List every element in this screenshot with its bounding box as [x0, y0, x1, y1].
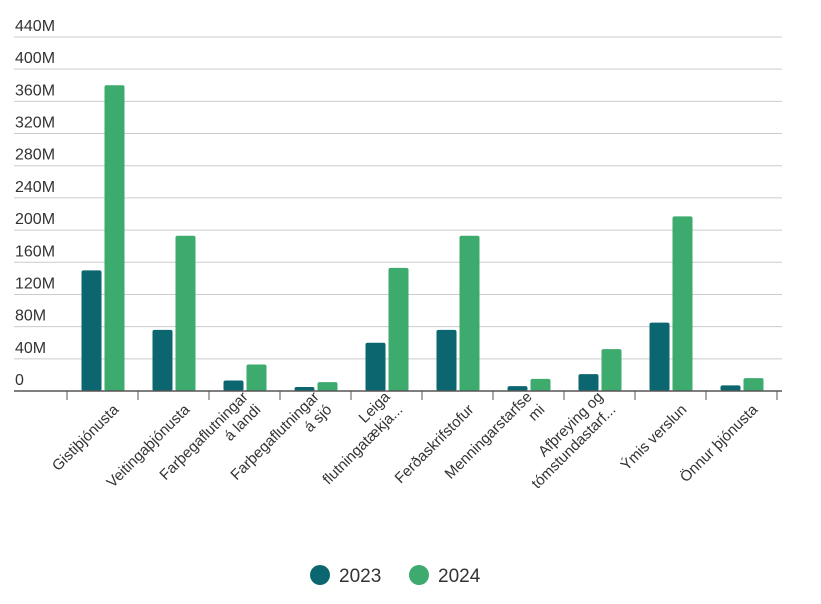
bar-2023-5[interactable] [436, 329, 457, 391]
bar-2024-8[interactable] [672, 216, 693, 391]
bar-2023-9[interactable] [720, 385, 741, 391]
bar-2024-7[interactable] [601, 349, 622, 391]
legend-swatch-2023 [310, 565, 330, 585]
bar-2023-8[interactable] [649, 322, 670, 391]
y-tick-label: 360M [15, 82, 55, 99]
x-tick-label: Ýmis verslun [618, 401, 691, 474]
legend-swatch-2024 [409, 565, 429, 585]
bars [81, 85, 764, 391]
y-tick-label: 240M [15, 179, 55, 196]
y-tick-label: 160M [15, 243, 55, 260]
bar-2023-4[interactable] [365, 342, 386, 391]
bar-2024-1[interactable] [175, 235, 196, 391]
bar-2023-2[interactable] [223, 380, 244, 391]
y-tick-label: 320M [15, 115, 55, 132]
legend-label-2023: 2023 [339, 566, 381, 587]
x-tick-label-line: Menningarstarfse [442, 389, 536, 483]
legend: 2023 2024 [310, 565, 481, 587]
y-tick-label: 280M [15, 147, 55, 164]
bar-2023-3[interactable] [294, 386, 315, 391]
y-tick-label: 440M [15, 18, 55, 35]
bar-2024-5[interactable] [459, 235, 480, 391]
bar-2024-6[interactable] [530, 378, 551, 391]
y-tick-label: 120M [15, 275, 55, 292]
x-tick-label: Gistiþjónusta [49, 401, 123, 475]
bar-2024-3[interactable] [317, 382, 338, 391]
y-tick-label: 0 [15, 372, 24, 389]
bar-2024-9[interactable] [743, 378, 764, 391]
y-tick-label: 400M [15, 50, 55, 67]
y-tick-label: 200M [15, 211, 55, 228]
x-axis [14, 390, 782, 400]
y-axis-ticks: 0 40M 80M 120M 160M 200M 240M 280M 320M 360M 400M 4… [15, 18, 55, 389]
x-tick-label-line: Ýmis verslun [618, 401, 691, 474]
y-tick-label: 80M [15, 308, 46, 325]
bar-2024-0[interactable] [104, 85, 125, 391]
legend-item-2023[interactable]: 2023 [310, 565, 381, 587]
bar-2024-2[interactable] [246, 364, 267, 391]
bar-2024-4[interactable] [388, 267, 409, 391]
bar-2023-0[interactable] [81, 270, 102, 391]
x-axis-labels: GistiþjónustaVeitingaþjónustaFarþegaflut… [49, 388, 762, 492]
bar-2023-6[interactable] [507, 386, 528, 391]
x-tick-label-line: Gistiþjónusta [49, 401, 123, 475]
y-tick-label: 40M [15, 340, 46, 357]
bar-2023-7[interactable] [578, 374, 599, 391]
bar-2023-1[interactable] [152, 329, 173, 391]
legend-item-2024[interactable]: 2024 [409, 565, 481, 587]
legend-label-2024: 2024 [438, 566, 481, 587]
gridlines [14, 36, 782, 360]
